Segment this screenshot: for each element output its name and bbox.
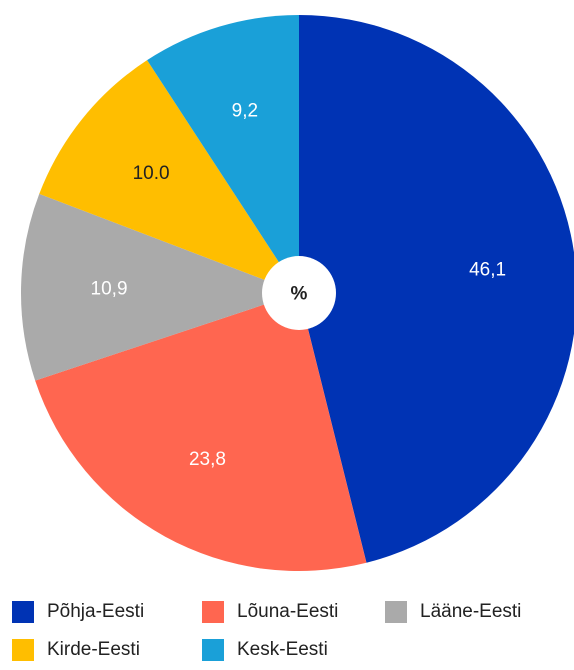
pie-slice-louna-eesti xyxy=(35,293,367,571)
legend-label: Põhja-Eesti xyxy=(47,601,145,622)
pie-value-label-laane-eesti: 10,9 xyxy=(91,278,128,299)
pie-center-hole xyxy=(262,256,336,330)
pie-slices xyxy=(20,15,574,571)
pie-value-label-pohja-eesti: 46,1 xyxy=(469,259,506,280)
pie-slice-laane-eesti xyxy=(20,193,299,381)
pie-slice-kirde-eesti xyxy=(39,60,299,293)
legend-item-kirde-eesti: Kirde-Eesti xyxy=(12,636,140,664)
legend-item-laane-eesti: Lääne-Eesti xyxy=(385,598,521,626)
pie-value-label-louna-eesti: 23,8 xyxy=(189,449,226,470)
legend-label: Kirde-Eesti xyxy=(47,639,140,660)
legend-item-pohja-eesti: Põhja-Eesti xyxy=(12,598,144,626)
legend-swatch xyxy=(385,601,407,623)
legend-item-kesk-eesti: Kesk-Eesti xyxy=(202,636,328,664)
legend-label: Kesk-Eesti xyxy=(237,639,328,660)
legend-swatch xyxy=(202,601,224,623)
pie-value-label-kesk-eesti: 9,2 xyxy=(232,100,258,121)
pie-slice-pohja-eesti xyxy=(299,15,574,563)
legend-label: Lääne-Eesti xyxy=(420,601,522,622)
pie-value-labels: 46,1 23,8 10,9 10.0 9,2 xyxy=(91,100,507,470)
pie-slice-kesk-eesti xyxy=(147,15,299,293)
pie-value-label-kirde-eesti: 10.0 xyxy=(133,163,170,184)
legend-swatch xyxy=(12,601,34,623)
legend-swatch xyxy=(12,639,34,661)
legend-label: Lõuna-Eesti xyxy=(237,601,339,622)
legend: Põhja-Eesti Lõuna-Eesti Lääne-Eesti Kirde-E… xyxy=(12,598,572,670)
pie-chart: 46,1 23,8 10,9 10.0 9,2 % xyxy=(20,15,574,571)
legend-swatch xyxy=(202,639,224,661)
pie-center-label: % xyxy=(291,284,308,305)
legend-item-louna-eesti: Lõuna-Eesti xyxy=(202,598,338,626)
